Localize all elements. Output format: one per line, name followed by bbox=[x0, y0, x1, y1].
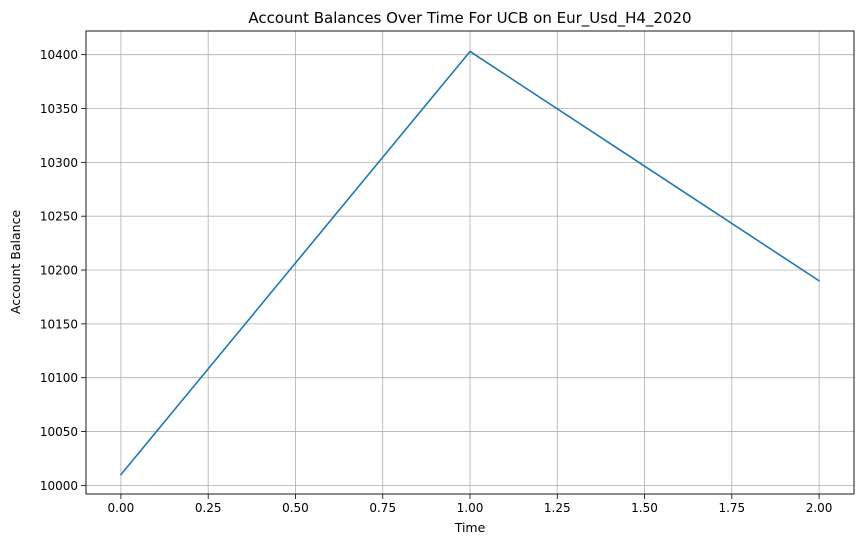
y-tick-label: 10150 bbox=[40, 317, 78, 331]
x-tick-label: 0.50 bbox=[282, 501, 309, 515]
grid-lines bbox=[86, 31, 854, 494]
y-tick-label: 10050 bbox=[40, 425, 78, 439]
x-tick-label: 1.50 bbox=[631, 501, 658, 515]
x-tick-label: 1.00 bbox=[457, 501, 484, 515]
y-tick-label: 10300 bbox=[40, 156, 78, 170]
y-tick-label: 10350 bbox=[40, 102, 78, 116]
series-line bbox=[119, 50, 821, 476]
x-axis-title: Time bbox=[454, 520, 486, 535]
y-tick-label: 10100 bbox=[40, 371, 78, 385]
x-axis-ticks: 0.00 0.25 0.50 0.75 1.00 1.25 1.50 1.75 2.00 bbox=[108, 494, 833, 515]
x-tick-label: 0.00 bbox=[108, 501, 135, 515]
y-axis-ticks: 10000 10050 10100 10150 10200 10250 10300 10350… bbox=[40, 48, 86, 493]
x-tick-label: 0.25 bbox=[195, 501, 222, 515]
y-tick-label: 10200 bbox=[40, 264, 78, 278]
x-tick-label: 2.00 bbox=[806, 501, 833, 515]
y-tick-label: 10250 bbox=[40, 210, 78, 224]
y-axis-title: Account Balance bbox=[8, 210, 23, 315]
series-layer bbox=[119, 50, 821, 476]
y-tick-label: 10400 bbox=[40, 48, 78, 62]
x-tick-label: 1.25 bbox=[544, 501, 571, 515]
chart-title: Account Balances Over Time For UCB on Eu… bbox=[248, 9, 691, 28]
x-tick-label: 0.75 bbox=[369, 501, 396, 515]
x-tick-label: 1.75 bbox=[718, 501, 745, 515]
y-tick-label: 10000 bbox=[40, 479, 78, 493]
